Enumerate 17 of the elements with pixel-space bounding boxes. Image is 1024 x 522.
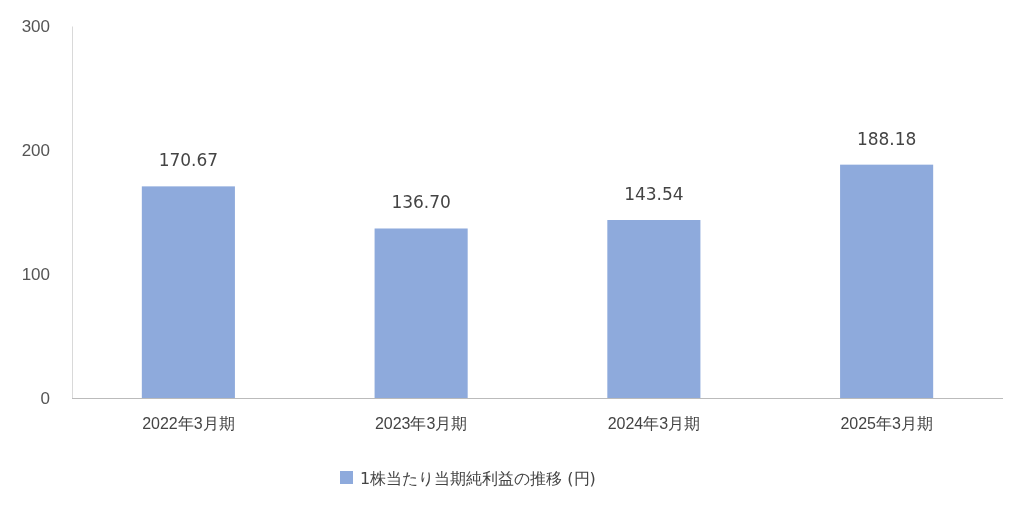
y-tick-label: 200 — [21, 140, 50, 160]
text: 143.54 — [624, 184, 684, 205]
x-tick-label: 2022年3月期 — [142, 415, 235, 433]
y-tick-label: 300 — [21, 16, 50, 36]
bar — [840, 164, 934, 398]
bar — [607, 220, 701, 398]
x-tick-label: 2025年3月期 — [840, 415, 933, 433]
bar — [374, 228, 468, 398]
legend-label: 1株当たり当期純利益の推移 (円) — [360, 468, 596, 488]
text: 136.70 — [391, 192, 451, 213]
y-tick-label: 100 — [21, 264, 50, 284]
x-tick-label: 2024年3月期 — [607, 415, 701, 433]
y-tick-label: 0 — [40, 388, 50, 408]
text: 188.18 — [856, 128, 917, 149]
x-tick-label: 2023年3月期 — [374, 415, 468, 433]
text: 170.67 — [158, 150, 219, 171]
bar — [141, 186, 235, 398]
